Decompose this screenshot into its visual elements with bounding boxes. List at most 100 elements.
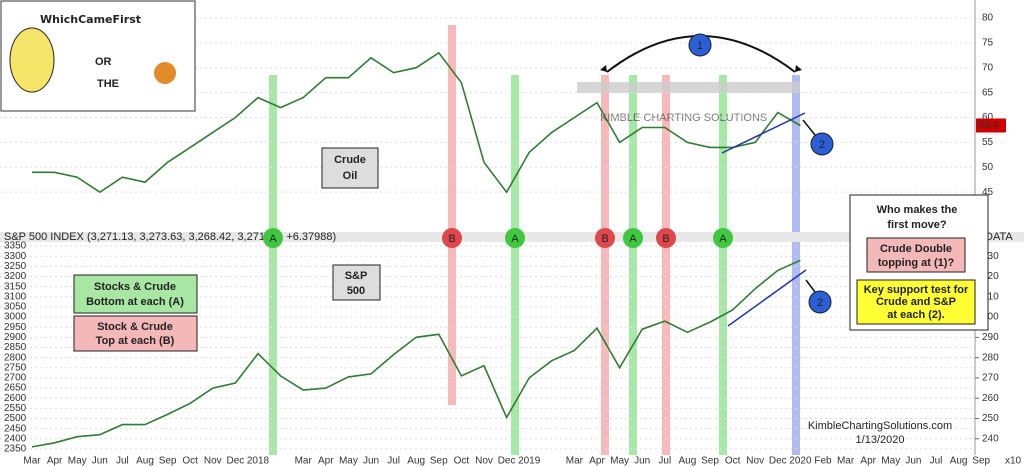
band-marker	[623, 228, 643, 248]
logo-or: OR	[95, 56, 112, 68]
y-tick-label: 50	[982, 162, 994, 173]
callout: 2	[810, 132, 834, 156]
signal-band	[662, 75, 670, 455]
footer-date: 1/13/2020	[856, 434, 905, 446]
x-tick-label: Apr	[318, 456, 334, 467]
y2-tick-label: 310	[982, 291, 999, 302]
note-text: Bottom at each (A)	[86, 296, 184, 308]
y2-tick-label: 250	[982, 413, 999, 424]
x-tick-label: Dec	[227, 456, 245, 467]
y-tick-label: 2950	[4, 322, 27, 333]
x-tick-label: Oct	[182, 456, 198, 467]
y-tick-label: 80	[982, 13, 994, 24]
y-tick-label: 70	[982, 62, 994, 73]
x-tick-label: Aug	[679, 456, 697, 467]
y-tick-label: 60	[982, 112, 994, 123]
y-tick-label: 2600	[4, 393, 27, 404]
note-box	[856, 279, 976, 325]
band-marker-label: B	[601, 233, 608, 245]
x-tick-label: Apr	[589, 456, 605, 467]
signal-band	[719, 75, 727, 455]
y2-tick-label: 240	[982, 433, 999, 444]
y2-tick-label: 300	[982, 312, 999, 323]
y-tick-label: 2400	[4, 433, 27, 444]
x-tick-label: Dec	[769, 456, 787, 467]
x-tick-label: Jun	[905, 456, 921, 467]
y-tick-label: 2750	[4, 362, 27, 373]
y-tick-label: 3150	[4, 281, 27, 292]
price-line	[31, 259, 801, 448]
y2-tick-label: 260	[982, 393, 999, 404]
band-marker-label: A	[629, 233, 637, 245]
y-tick-label: 65	[982, 87, 994, 98]
info-text: Who makes the	[877, 204, 958, 216]
watermark: KIMBLE CHARTING SOLUTIONS	[600, 112, 767, 124]
y2-tick-label: 320	[982, 271, 999, 282]
note-text: Stock & Crude	[97, 321, 173, 333]
footer-site: KimbleChartingSolutions.com	[808, 420, 952, 432]
last-value-label: 58.4	[979, 120, 999, 131]
x-tick-label: May	[610, 456, 629, 467]
y-tick-label: 3250	[4, 261, 27, 272]
x-tick-label: May	[68, 456, 87, 467]
x-tick-label: Mar	[566, 456, 584, 467]
band-marker-label: A	[511, 233, 519, 245]
x-tick-label: Sep	[159, 456, 177, 467]
x-tick-label: Jul	[930, 456, 943, 467]
x-tick-label: Oct	[725, 456, 741, 467]
x-tick-label: 2019	[518, 456, 541, 467]
x-tick-label: Nov	[475, 456, 493, 467]
x-tick-label: Nov	[204, 456, 222, 467]
callout: 1	[688, 33, 712, 57]
band-marker-label: A	[269, 233, 277, 245]
note-text: topping at (1)?	[878, 257, 955, 269]
label-text: S&P	[345, 270, 368, 282]
x-tick-label: May	[339, 456, 358, 467]
note-box	[866, 237, 966, 273]
callout-label: 2	[819, 139, 825, 151]
y-tick-label: 3000	[4, 312, 27, 323]
y-tick-label: 55	[982, 137, 994, 148]
x-tick-label: Nov	[746, 456, 764, 467]
x-tick-label: Mar	[295, 456, 313, 467]
signal-band	[792, 75, 800, 455]
callout-label: 2	[817, 297, 823, 309]
y2-tick-label: 270	[982, 373, 999, 384]
band-marker-label: B	[662, 233, 669, 245]
y-tick-label: 2500	[4, 413, 27, 424]
y-tick-label: 2850	[4, 342, 27, 353]
x-tick-label: Sep	[972, 456, 990, 467]
y-tick-label: 45	[982, 187, 994, 198]
signal-band	[448, 25, 456, 405]
x-tick-label: Jul	[387, 456, 400, 467]
x-tick-label: Jul	[658, 456, 671, 467]
info-text: first move?	[887, 219, 947, 231]
x-tick-label: Mar	[23, 456, 41, 467]
y-tick-label: 2800	[4, 352, 27, 363]
x-tick-label: 2018	[247, 456, 270, 467]
y2-tick-label: 280	[982, 352, 999, 363]
note-text: Crude and S&P	[876, 296, 956, 308]
x-tick-label: Aug	[407, 456, 425, 467]
x-tick-label: Jun	[634, 456, 650, 467]
y-tick-label: 2450	[4, 423, 27, 434]
x-tick-label: Jun	[363, 456, 379, 467]
x-tick-label: Apr	[47, 456, 63, 467]
note-text: Key support test for	[864, 284, 969, 296]
label-text: Oil	[343, 170, 358, 182]
price-line	[32, 51, 801, 194]
y-tick-label: 2350	[4, 444, 27, 455]
panel-header: S&P 500 INDEX (3,271.13, 3,273.63, 3,268…	[4, 231, 336, 243]
signal-band	[601, 75, 609, 455]
x-tick-label: Mar	[837, 456, 855, 467]
y-tick-label: 3200	[4, 271, 27, 282]
label-text: 500	[347, 285, 365, 297]
y-tick-label: 2650	[4, 383, 27, 394]
signal-band	[629, 75, 637, 455]
note-text: Crude Double	[880, 243, 952, 255]
callout: 2	[808, 290, 832, 314]
support-line	[727, 269, 807, 327]
logo-chicken	[9, 27, 55, 93]
y-tick-label: 2700	[4, 373, 27, 384]
